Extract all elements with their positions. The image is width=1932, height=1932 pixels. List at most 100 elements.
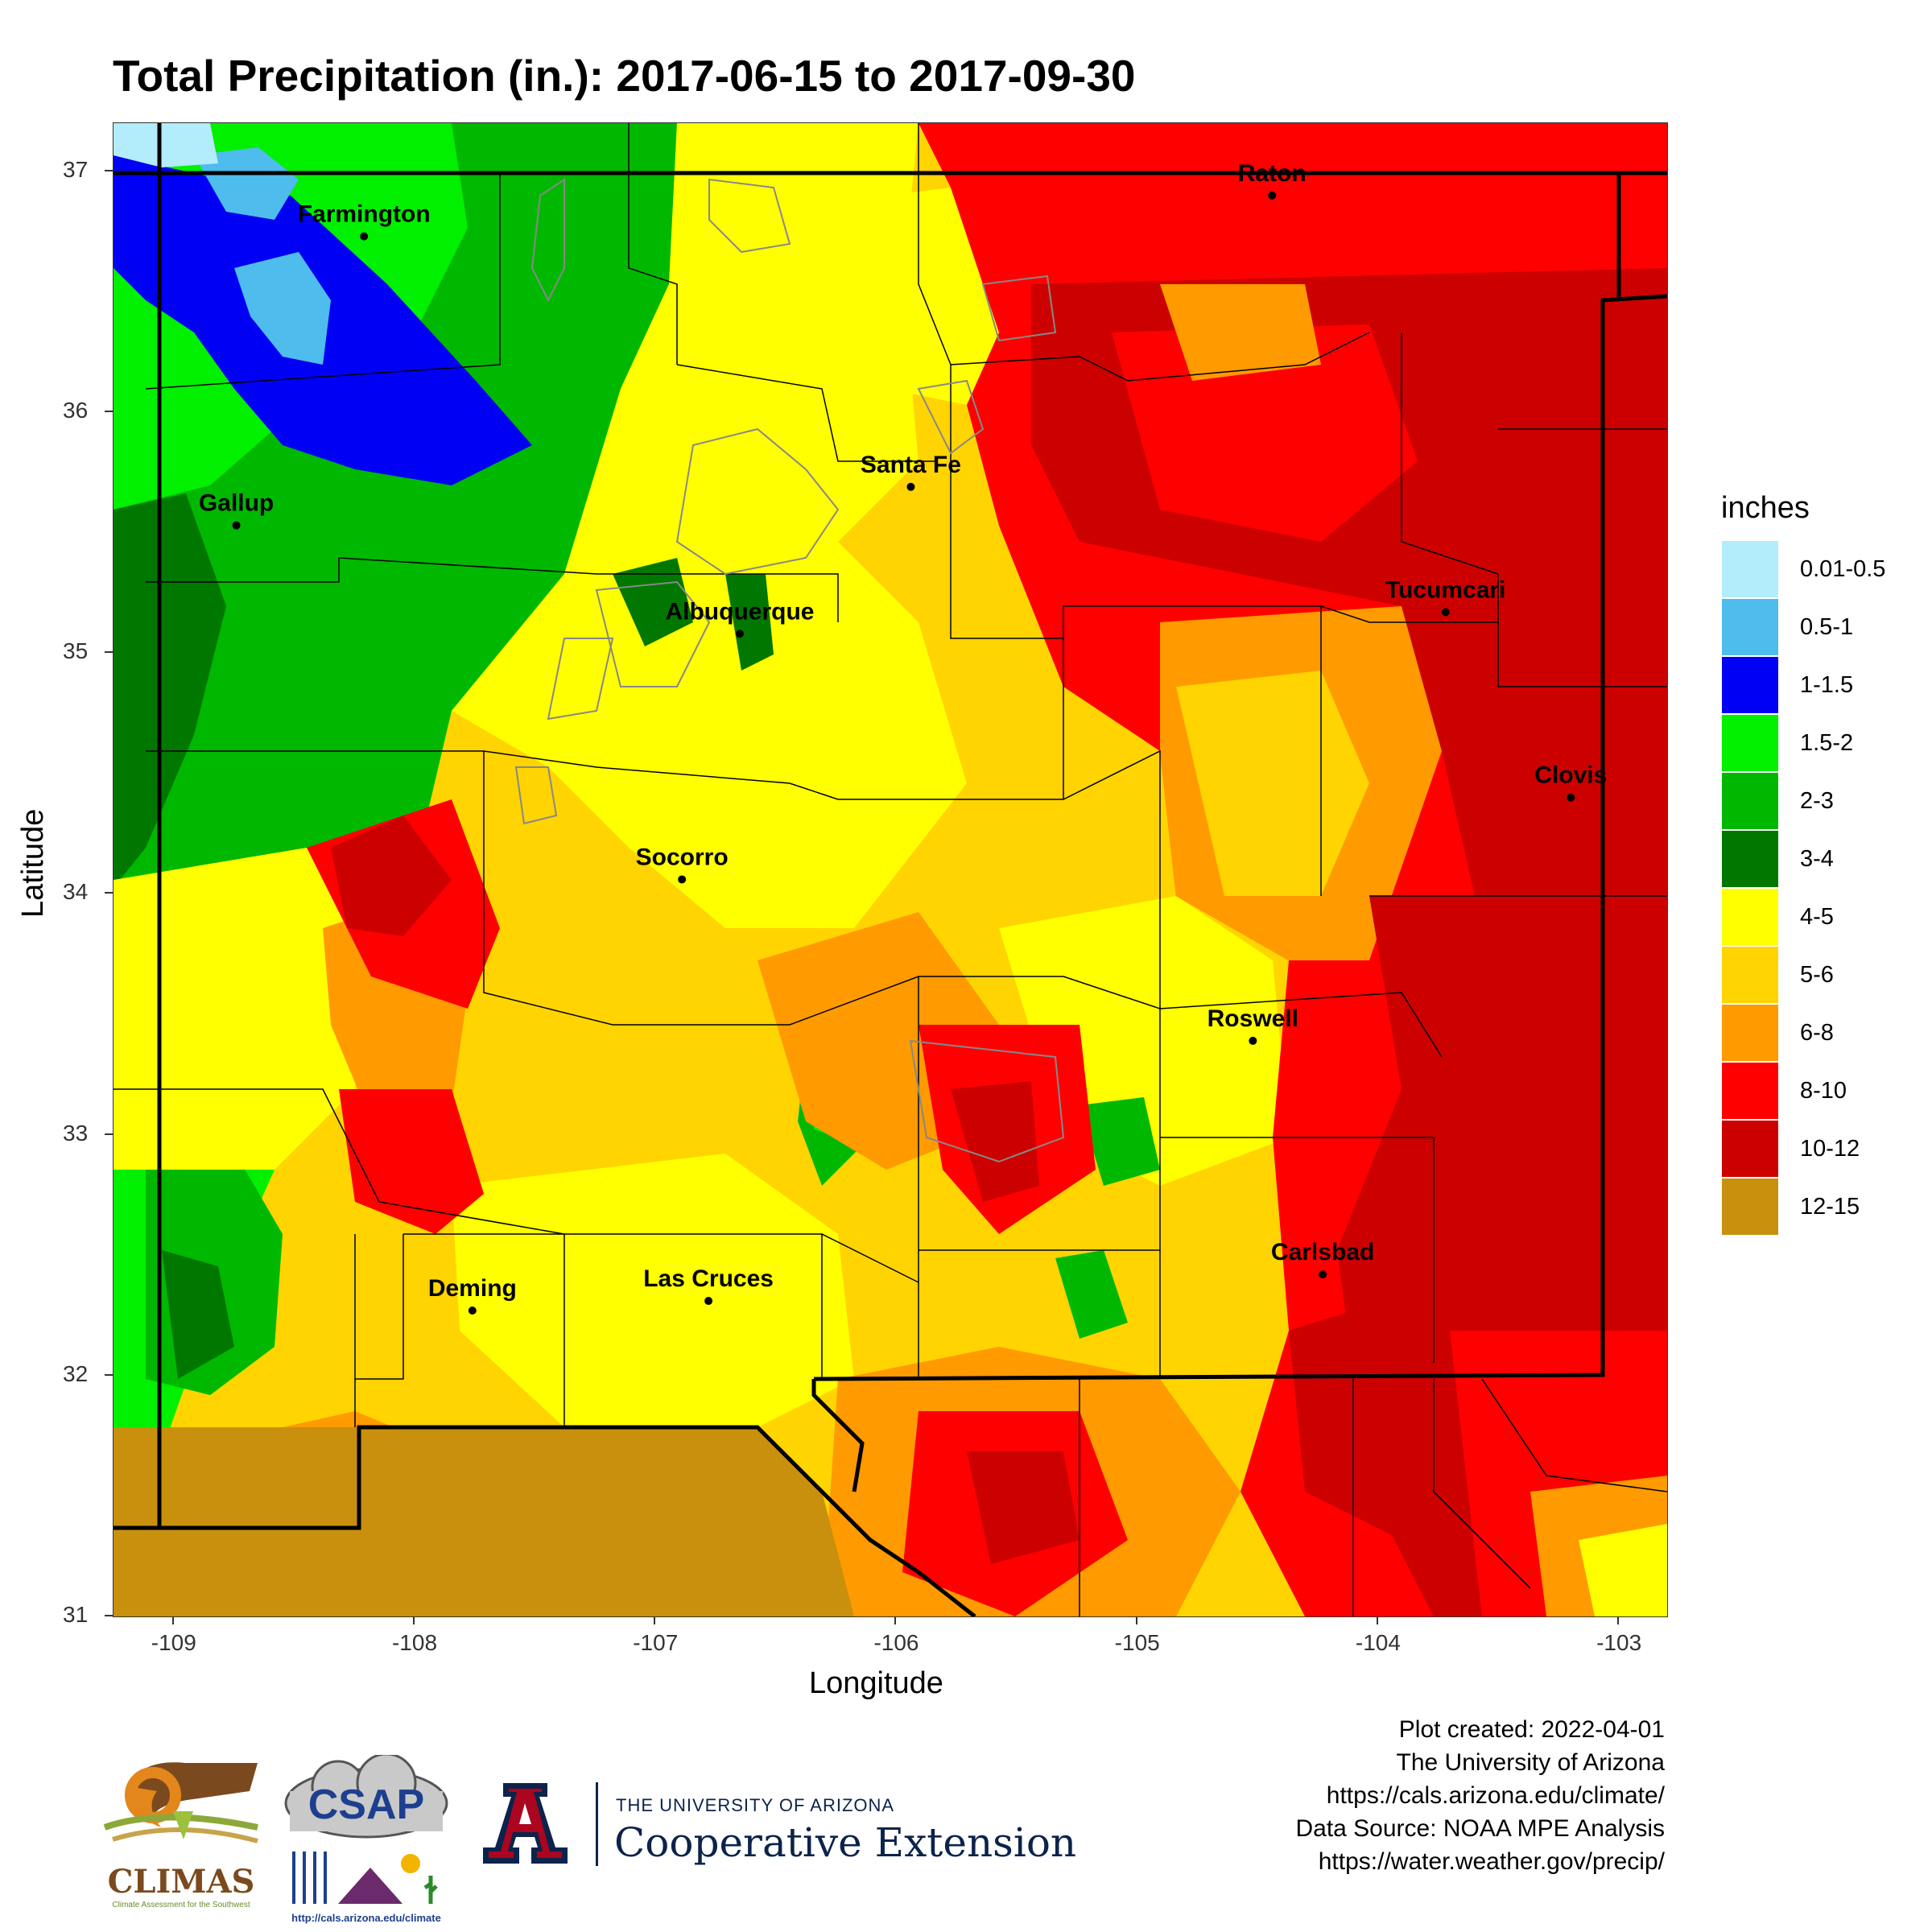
legend-swatch xyxy=(1721,1004,1779,1062)
precipitation-map: Farmington Raton Santa Fe Gallup Albuquerque… xyxy=(114,123,1667,1616)
x-tick-label: -107 xyxy=(633,1630,679,1655)
legend-item: 1-1.5 xyxy=(1721,656,1885,714)
legend-item: 4-5 xyxy=(1721,888,1885,946)
region-4-5-se-corner xyxy=(1579,1524,1667,1616)
city-label: Clovis xyxy=(1534,762,1607,789)
legend-swatch xyxy=(1721,1062,1779,1120)
credits: Plot created: 2022-04-01 The University … xyxy=(1295,1713,1665,1878)
legend-item: 3-4 xyxy=(1721,830,1885,888)
x-tick-mark xyxy=(894,1616,897,1624)
legend-item: 1.5-2 xyxy=(1721,714,1885,772)
x-tick-mark xyxy=(654,1616,656,1624)
climas-name: CLIMAS xyxy=(107,1863,255,1901)
city-label: Santa Fe xyxy=(861,452,961,478)
y-tick-label: 35 xyxy=(63,638,89,664)
y-tick-label: 33 xyxy=(63,1120,89,1146)
legend-item: 5-6 xyxy=(1721,946,1885,1004)
city-label: Raton xyxy=(1238,160,1307,187)
x-tick-label: -105 xyxy=(1114,1630,1160,1655)
region-10-12-west xyxy=(331,815,452,936)
credit-line: Plot created: 2022-04-01 xyxy=(1398,1716,1665,1743)
city-label: Farmington xyxy=(298,201,431,228)
y-axis-label: Latitude xyxy=(16,808,50,918)
region-8-10-southwest xyxy=(339,1089,484,1234)
region-3-4-albuquerque xyxy=(613,558,693,646)
region-3-4-sw xyxy=(162,1250,234,1379)
city-label: Carlsbad xyxy=(1271,1239,1374,1265)
y-tick-mark xyxy=(105,169,113,171)
legend-label: 1-1.5 xyxy=(1800,671,1854,698)
csap-url: http://cals.arizona.edu/climate xyxy=(291,1912,441,1924)
csap-name: CSAP xyxy=(308,1781,425,1828)
legend-item: 6-8 xyxy=(1721,1004,1885,1062)
city-label: Tucumcari xyxy=(1385,576,1506,603)
region-6-8-ne-patch xyxy=(1160,284,1321,381)
csap-cloud-icon xyxy=(284,1752,448,1839)
csap-logo: CSAP http://cals.arizona.edu/climate xyxy=(282,1752,451,1932)
legend-swatch xyxy=(1721,1178,1779,1236)
legend-item: 8-10 xyxy=(1721,1062,1885,1120)
x-tick-mark xyxy=(1135,1616,1137,1624)
legend-item: 0.5-1 xyxy=(1721,598,1885,656)
city-label: Las Cruces xyxy=(643,1265,774,1292)
city-marker xyxy=(1319,1270,1327,1279)
city-marker xyxy=(1441,608,1450,617)
y-tick-mark xyxy=(105,1615,113,1616)
csap-weather-icon xyxy=(292,1852,438,1904)
legend-swatch xyxy=(1721,540,1779,598)
legend-label: 4-5 xyxy=(1800,903,1834,930)
region-8-10-ne-inner xyxy=(1112,324,1418,542)
credit-line: The University of Arizona xyxy=(1396,1749,1665,1776)
legend-label: 2-3 xyxy=(1800,787,1834,814)
legend-swatch xyxy=(1721,830,1779,888)
legend-title: inches xyxy=(1721,491,1810,525)
legend-items: 0.01-0.5 0.5-1 1-1.5 1.5-2 2-3 3-4 4-5 5-6 6-8 8-… xyxy=(1721,540,1885,1236)
ua-extension-name: Cooperative Extension xyxy=(614,1819,1077,1866)
city-marker xyxy=(360,232,369,241)
region-0.5-1-nw xyxy=(194,147,299,220)
y-tick-label: 34 xyxy=(63,879,89,905)
x-tick-label: -103 xyxy=(1596,1630,1642,1655)
x-tick-label: -108 xyxy=(391,1630,438,1655)
region-10-12-sacramento xyxy=(951,1081,1039,1202)
legend-item: 2-3 xyxy=(1721,772,1885,830)
legend-swatch xyxy=(1721,946,1779,1004)
y-tick-mark xyxy=(105,1133,113,1135)
x-tick-label: -106 xyxy=(873,1630,919,1655)
legend-item: 0.01-0.5 xyxy=(1721,540,1885,598)
region-10-12-far-south xyxy=(967,1451,1080,1564)
y-tick-mark xyxy=(105,651,113,654)
city-marker xyxy=(704,1297,713,1306)
y-tick-label: 36 xyxy=(63,398,89,423)
y-tick-mark xyxy=(105,1373,113,1376)
region-0.01-0.5-nw xyxy=(114,123,218,167)
city-marker xyxy=(232,521,241,530)
y-tick-label: 32 xyxy=(63,1360,89,1386)
legend-label: 3-4 xyxy=(1800,845,1834,872)
legend-label: 5-6 xyxy=(1800,961,1834,988)
legend-swatch xyxy=(1721,714,1779,772)
chart-title: Total Precipitation (in.): 2017-06-15 to… xyxy=(113,51,1136,101)
credit-line: https://cals.arizona.edu/climate/ xyxy=(1326,1782,1665,1809)
climas-emblem-icon xyxy=(103,1762,258,1843)
climas-tagline: Climate Assessment for the Southwest xyxy=(112,1901,250,1909)
x-tick-mark xyxy=(413,1616,415,1624)
region-2-3-sacramento xyxy=(1080,1097,1160,1186)
region-4-5-ne-patch xyxy=(822,188,999,405)
precip-regions xyxy=(114,123,1667,1616)
y-tick-label: 31 xyxy=(63,1602,89,1627)
legend-item: 12-15 xyxy=(1721,1178,1885,1236)
x-tick-mark xyxy=(171,1616,174,1624)
region-2-3-south xyxy=(1055,1250,1128,1339)
climas-logo: CLIMAS Climate Assessment for the Southw… xyxy=(97,1751,266,1928)
region-4-5-north xyxy=(564,123,919,574)
city-marker xyxy=(906,482,915,491)
city-marker xyxy=(1567,793,1575,802)
legend-item: 10-12 xyxy=(1721,1120,1885,1178)
x-axis-label: Longitude xyxy=(809,1666,943,1700)
y-axis-title: Latitude xyxy=(16,809,64,918)
legend: inches 0.01-0.5 0.5-1 1-1.5 1.5-2 2-3 3-4 4-5 5… xyxy=(1721,491,1885,1236)
city-label: Deming xyxy=(428,1275,517,1302)
legend-label: 12-15 xyxy=(1800,1193,1860,1220)
legend-label: 1.5-2 xyxy=(1800,729,1854,756)
